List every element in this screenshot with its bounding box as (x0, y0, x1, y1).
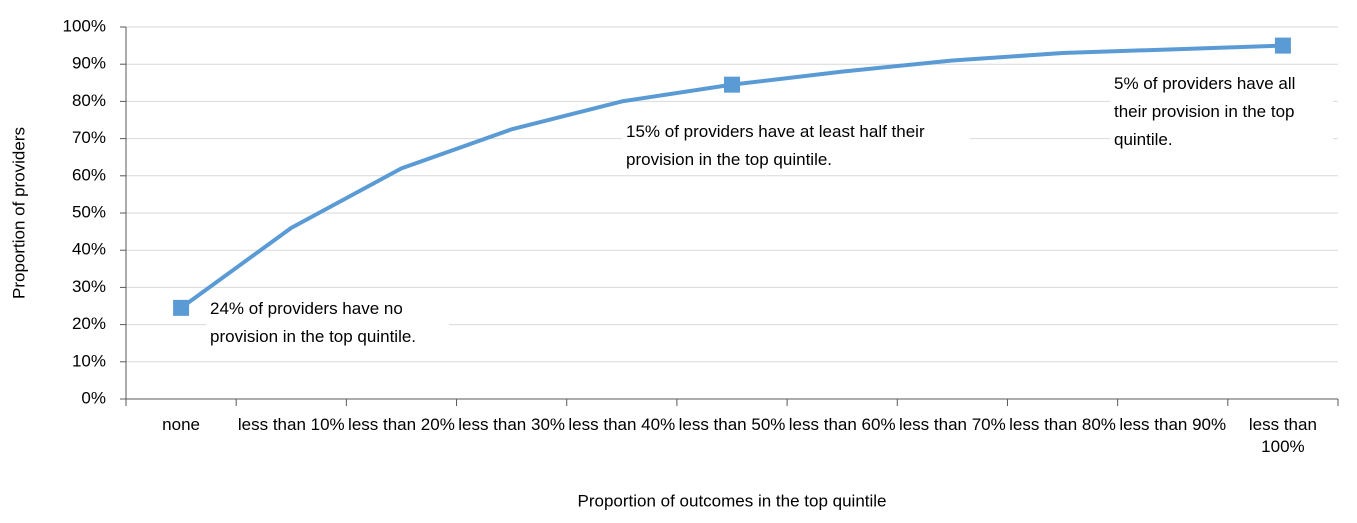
x-tick-label: less than 70% (898, 415, 1006, 434)
x-axis-label: Proportion of outcomes in the top quinti… (577, 491, 886, 510)
y-tick-label: 70% (72, 128, 106, 147)
annotation: 5% of providers have all their provision… (1110, 70, 1333, 154)
y-tick-label: 80% (72, 91, 106, 110)
annotation: 24% of providers have no provision in th… (206, 295, 449, 351)
x-tick-label: less than 90% (1119, 415, 1227, 434)
x-tick-label: less than 10% (237, 415, 345, 434)
y-tick-label: 90% (72, 54, 106, 73)
x-tick-label: less than 60% (788, 415, 896, 434)
data-marker (1274, 37, 1291, 54)
x-tick-label: less than 30% (458, 415, 566, 434)
x-tick-label: less than 50% (678, 415, 786, 434)
x-tick-label: less than 80% (1009, 415, 1116, 434)
y-tick-label: 20% (72, 314, 106, 333)
y-tick-label: 100% (63, 16, 106, 35)
data-marker (173, 299, 190, 316)
y-tick-label: 40% (72, 240, 106, 259)
y-tick-label: 30% (72, 277, 106, 296)
y-tick-label: 10% (72, 351, 106, 370)
x-tick-label: none (162, 415, 200, 434)
y-tick-label: 0% (81, 388, 106, 407)
data-marker (724, 76, 740, 93)
y-tick-label: 60% (72, 165, 106, 184)
annotation: 15% of providers have at least half thei… (622, 118, 970, 174)
y-tick-label: 50% (72, 202, 106, 221)
x-tick-label: less than 100% (1248, 415, 1317, 456)
x-tick-label: less than 40% (568, 415, 676, 434)
x-tick-label: less than 20% (348, 415, 455, 434)
y-axis-label: Proportion of providers (9, 127, 28, 299)
